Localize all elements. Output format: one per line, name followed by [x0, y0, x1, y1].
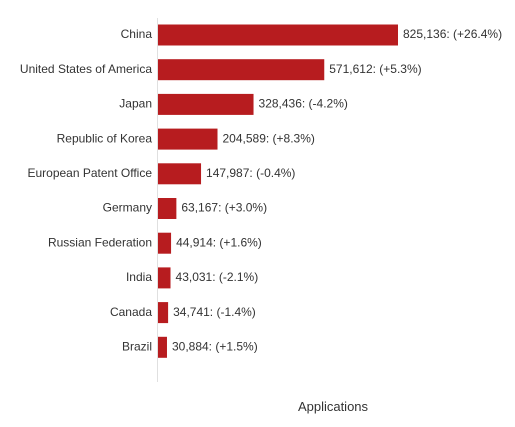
- data-label: 571,612: (+5.3%): [329, 62, 421, 76]
- bar: [158, 93, 254, 115]
- data-label: 44,914: (+1.6%): [176, 235, 262, 249]
- category-labels-group: China United States of America Japan Republ…: [20, 27, 152, 353]
- category-label: United States of America: [20, 62, 152, 76]
- category-label: Brazil: [122, 339, 152, 353]
- bar: [158, 128, 218, 150]
- bar: [158, 336, 167, 358]
- bar: [158, 24, 398, 46]
- data-label: 328,436: (-4.2%): [259, 97, 348, 111]
- bar: [158, 232, 172, 254]
- category-label: European Patent Office: [27, 166, 152, 180]
- data-label: 34,741: (-1.4%): [173, 305, 256, 319]
- category-label: Republic of Korea: [57, 131, 153, 145]
- data-label: 63,167: (+3.0%): [181, 201, 267, 215]
- category-label: India: [126, 270, 152, 284]
- bars-group: [158, 24, 398, 358]
- category-label: China: [121, 27, 153, 41]
- data-labels-group: 825,136: (+26.4%) 571,612: (+5.3%) 328,436…: [172, 27, 502, 353]
- data-label: 204,589: (+8.3%): [223, 131, 315, 145]
- category-label: Germany: [103, 201, 152, 215]
- bar: [158, 302, 169, 324]
- x-axis-title: Applications: [298, 399, 369, 414]
- category-label: Japan: [119, 97, 152, 111]
- category-label: Russian Federation: [48, 235, 152, 249]
- bar: [158, 198, 177, 219]
- bar: [158, 267, 171, 289]
- data-label: 30,884: (+1.5%): [172, 339, 258, 353]
- bar: [158, 59, 325, 81]
- category-label: Canada: [110, 305, 152, 319]
- data-label: 43,031: (-2.1%): [176, 270, 259, 284]
- bar: [158, 163, 202, 185]
- data-label: 825,136: (+26.4%): [403, 27, 502, 41]
- data-label: 147,987: (-0.4%): [206, 166, 295, 180]
